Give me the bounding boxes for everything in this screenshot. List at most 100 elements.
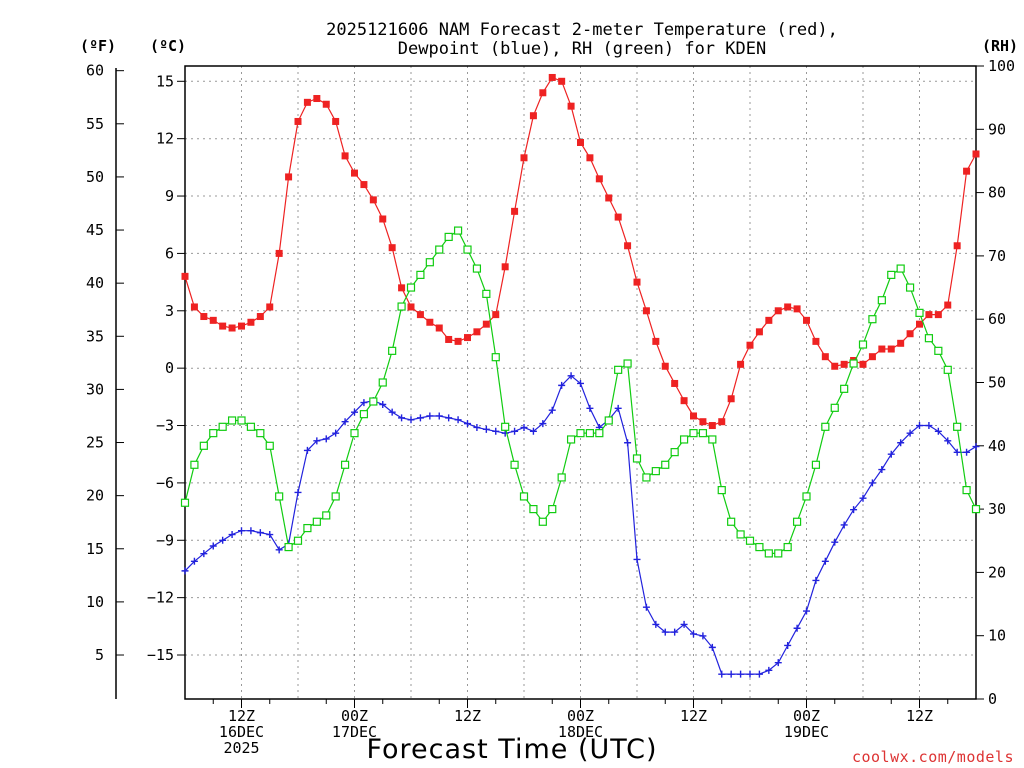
credit-text: coolwx.com/models	[852, 748, 1014, 766]
rh-point	[727, 517, 736, 526]
temperature-point	[435, 324, 443, 332]
temperature-point	[633, 278, 641, 286]
rh-point	[962, 486, 971, 495]
fahrenheit-tick-label: 5	[95, 646, 104, 664]
temperature-point	[313, 95, 321, 103]
rh-point	[548, 505, 557, 514]
rh-point	[896, 264, 905, 273]
rh-point	[303, 523, 312, 533]
rh-point	[538, 517, 547, 526]
rh-tick-label: 80	[988, 184, 1006, 202]
temperature-point	[539, 89, 547, 97]
temperature-point	[473, 328, 481, 336]
rh-tick-label: 70	[988, 247, 1006, 265]
temperature-point	[944, 301, 952, 309]
celsius-tick-label: −9	[156, 531, 174, 549]
dewpoint-point	[661, 628, 669, 636]
rh-point	[614, 365, 623, 374]
dewpoint-point	[633, 555, 641, 563]
rh-point	[811, 460, 821, 469]
data-series	[180, 73, 981, 678]
rh-point	[519, 492, 529, 501]
temperature-point	[859, 360, 867, 368]
temperature-point	[266, 303, 274, 311]
temperature-point	[407, 303, 415, 311]
rh-tick-label: 40	[988, 437, 1006, 455]
dewpoint-point	[859, 494, 867, 502]
temperature-point	[209, 316, 217, 324]
rh-point	[256, 429, 265, 438]
temperature-point	[661, 362, 669, 370]
dewpoint-point	[539, 420, 547, 428]
temperature-point	[190, 303, 198, 311]
dewpoint-point	[567, 372, 575, 380]
celsius-tick-label: 15	[156, 72, 174, 90]
temperature-point	[426, 318, 434, 326]
temperature-point	[963, 167, 971, 175]
rh-point	[764, 549, 773, 558]
dewpoint-point	[332, 429, 340, 437]
dewpoint-point	[548, 406, 556, 414]
dewpoint-point	[746, 670, 754, 678]
rh-point	[774, 549, 783, 558]
rh-point	[576, 429, 585, 438]
dewpoint-point	[322, 435, 330, 443]
dewpoint-point	[840, 521, 848, 529]
dewpoint-point	[614, 404, 622, 412]
temperature-point	[228, 324, 236, 332]
rh-point	[227, 416, 237, 425]
fahrenheit-tick-label: 15	[86, 540, 104, 558]
rh-point	[783, 542, 792, 552]
rh-point	[557, 473, 566, 482]
dewpoint-point	[379, 400, 387, 408]
temperature-point	[953, 242, 961, 250]
rh-point	[237, 416, 246, 425]
temperature-point	[492, 311, 500, 319]
rh-point	[444, 232, 453, 242]
celsius-tick-label: −12	[147, 589, 174, 607]
temperature-point	[972, 150, 980, 158]
rh-point	[651, 467, 660, 476]
rh-point	[435, 245, 444, 254]
x-tick-label: 00Z	[793, 707, 820, 725]
dewpoint-point	[426, 412, 434, 420]
rh-point	[218, 422, 227, 431]
temperature-point	[916, 320, 923, 328]
temperature-point	[746, 341, 754, 349]
dewpoint-point	[200, 550, 208, 558]
fahrenheit-tick-label: 55	[86, 115, 104, 133]
temperature-point	[454, 337, 462, 345]
rh-point	[566, 435, 576, 444]
fahrenheit-tick-label: 20	[86, 487, 104, 505]
celsius-tick-label: −6	[156, 474, 174, 492]
temperature-point	[803, 316, 810, 324]
rh-point	[378, 378, 387, 387]
temperature-point	[624, 242, 632, 250]
rh-point	[482, 289, 491, 298]
rh-point	[821, 422, 830, 431]
temperature-point	[416, 311, 424, 319]
temperature-point	[605, 194, 613, 202]
rh-tick-label: 90	[988, 120, 1006, 138]
dewpoint-point	[878, 466, 886, 474]
rh-point	[830, 403, 839, 412]
dewpoint-point	[953, 448, 961, 456]
rh-point	[877, 296, 886, 305]
dewpoint-point	[303, 446, 311, 454]
temperature-point	[341, 152, 349, 160]
rh-point	[284, 542, 293, 552]
dewpoint-point	[624, 439, 632, 447]
x-tick-label: 16DEC	[219, 723, 264, 741]
rh-point	[915, 308, 924, 317]
temperature-point	[529, 112, 537, 120]
dewpoint-point	[821, 557, 829, 565]
dewpoint-point	[228, 531, 236, 539]
temperature-point	[256, 313, 264, 321]
dewpoint-point	[963, 448, 971, 456]
rh-tick-label: 60	[988, 310, 1006, 328]
fahrenheit-tick-label: 60	[86, 62, 104, 80]
dewpoint-point	[652, 620, 660, 628]
temperature-point	[247, 318, 255, 326]
x-tick-label: 12Z	[228, 707, 255, 725]
dewpoint-point	[831, 538, 839, 546]
